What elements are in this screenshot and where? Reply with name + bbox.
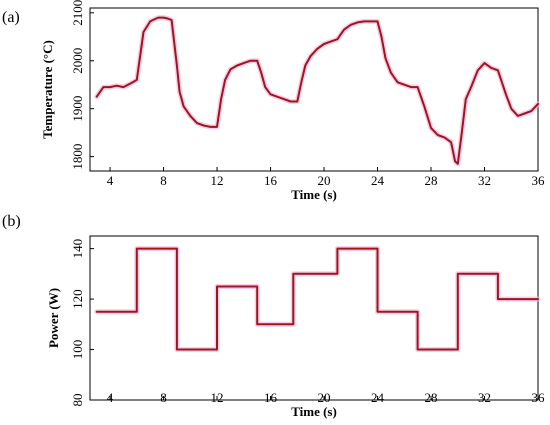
x-tick-label: 12	[211, 173, 224, 188]
x-tick-label: 16	[264, 173, 278, 188]
temperature-line	[95, 16, 539, 165]
y-tick-label: 1800	[70, 144, 85, 170]
y-tick-label: 1900	[70, 96, 85, 122]
x-tick-label: 4	[107, 390, 114, 405]
panel-a-plot-frame	[89, 7, 539, 172]
y-tick-label: 2100	[70, 0, 85, 26]
x-tick-label: 12	[211, 390, 224, 405]
panel-b-plot-frame	[89, 235, 539, 401]
power-line-halo	[94, 246, 541, 352]
panel-b-label: (b)	[2, 213, 21, 230]
panel-b-y-axis-label: Power (W)	[46, 288, 61, 348]
x-tick-label: 8	[160, 390, 167, 405]
x-tick-label: 36	[532, 173, 546, 188]
y-tick-label: 100	[70, 340, 85, 360]
panel-a-axes: 4 8 12 16 20 24 28 32 36 1800 1900 2000 2100	[70, 0, 545, 188]
x-tick-label: 20	[318, 173, 331, 188]
y-tick-label: 2000	[70, 48, 85, 74]
panel-a-y-axis-label: Temperature (°C)	[40, 40, 55, 139]
x-tick-label: 20	[318, 390, 331, 405]
x-tick-label: 28	[425, 390, 438, 405]
panel-a-x-axis-label: Time (s)	[291, 187, 337, 202]
panel-a: (a) 4 8 12 16 20 24 28 32 36 1800 1900 2000 2100 Tim…	[2, 0, 545, 202]
power-line	[95, 247, 539, 351]
x-tick-label: 28	[425, 173, 438, 188]
x-tick-label: 24	[371, 173, 385, 188]
x-tick-label: 16	[264, 390, 278, 405]
temperature-line-halo	[94, 15, 541, 167]
y-tick-label: 120	[70, 289, 85, 309]
x-tick-label: 8	[160, 173, 167, 188]
panel-a-label: (a)	[2, 9, 20, 26]
x-tick-label: 32	[478, 173, 491, 188]
x-tick-label: 24	[371, 390, 385, 405]
panel-b-axes: 4 8 12 16 20 24 28 32 36 80 100 120 140	[70, 239, 545, 407]
x-tick-label: 4	[107, 173, 114, 188]
y-tick-label: 140	[70, 239, 85, 259]
temperature-series	[94, 15, 541, 167]
panel-b-x-axis-label: Time (s)	[291, 404, 337, 419]
panel-b: (b) 4 8 12 16 20 24 28 32 36 80 100 120 140 Time (s)…	[2, 213, 545, 419]
x-tick-label: 32	[478, 390, 491, 405]
x-tick-label: 36	[532, 390, 546, 405]
power-series	[94, 246, 541, 352]
y-tick-label: 80	[70, 394, 85, 407]
